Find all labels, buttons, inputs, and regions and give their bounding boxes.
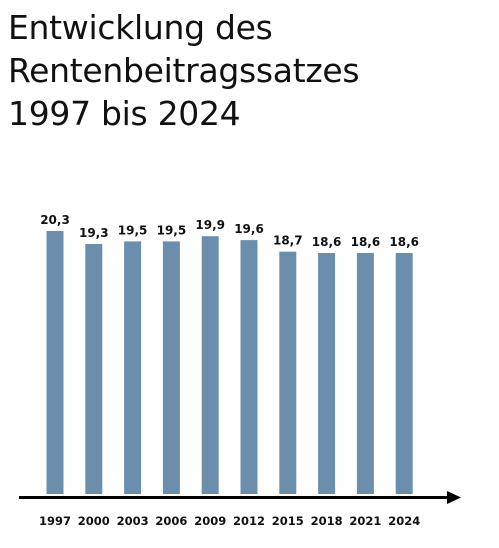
x-tick-label-2021: 2021 (349, 514, 381, 528)
title-line-2: Rentenbeitragssatzes (8, 51, 360, 90)
x-tick-label-2018: 2018 (311, 514, 343, 528)
bar-2003 (124, 241, 142, 494)
bar-2015 (279, 251, 297, 494)
x-tick-label-1997: 1997 (39, 514, 71, 528)
data-label-2015: 18,7 (273, 234, 303, 248)
data-label-2003: 19,5 (118, 223, 148, 237)
chart-title: Entwicklung des Rentenbeitragssatzes 199… (8, 6, 488, 135)
data-label-2009: 19,9 (195, 218, 225, 232)
x-tick-label-2009: 2009 (194, 514, 226, 528)
x-axis-arrow-icon (447, 491, 461, 504)
x-tick-label-2015: 2015 (272, 514, 304, 528)
bar-2000 (85, 244, 103, 494)
data-label-2018: 18,6 (312, 235, 342, 249)
bar-1997 (46, 231, 64, 494)
x-tick-label-2003: 2003 (117, 514, 149, 528)
data-label-2000: 19,3 (79, 226, 109, 240)
bar-2024 (395, 253, 413, 494)
bar-2006 (162, 241, 180, 494)
title-line-3: 1997 bis 2024 (8, 94, 241, 133)
bar-2009 (201, 236, 219, 494)
x-tick-label-2012: 2012 (233, 514, 265, 528)
bar-2021 (356, 253, 374, 494)
data-label-1997: 20,3 (40, 213, 70, 227)
x-tick-label-2024: 2024 (388, 514, 420, 528)
data-label-2006: 19,5 (157, 223, 187, 237)
x-tick-label-2006: 2006 (155, 514, 187, 528)
data-label-2024: 18,6 (389, 235, 419, 249)
data-label-2021: 18,6 (351, 235, 381, 249)
x-tick-label-2000: 2000 (78, 514, 110, 528)
bar-2012 (240, 240, 258, 494)
data-label-2012: 19,6 (234, 222, 264, 236)
bar-2018 (318, 253, 336, 494)
title-line-1: Entwicklung des (8, 8, 273, 47)
